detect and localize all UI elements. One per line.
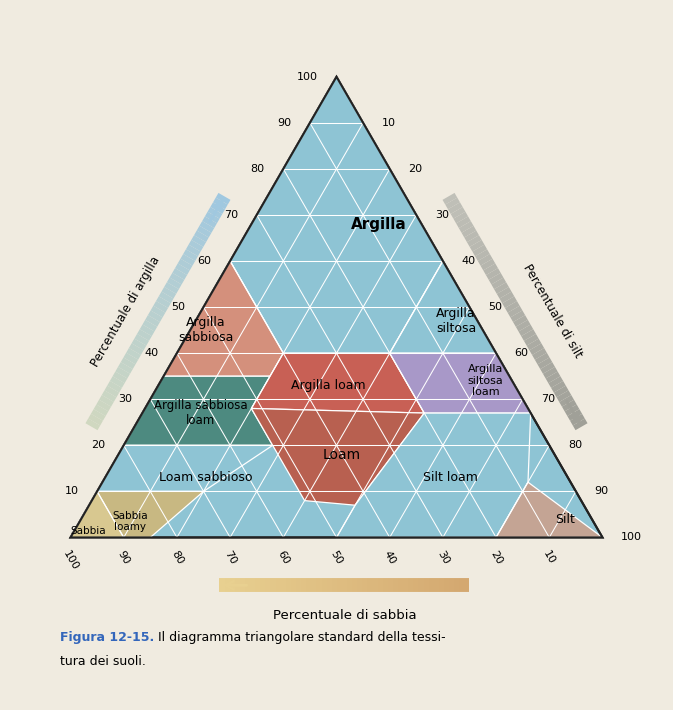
Polygon shape — [336, 413, 530, 537]
Text: Figura 12-15.: Figura 12-15. — [60, 631, 154, 644]
Text: 10: 10 — [542, 549, 557, 567]
Text: Loam sabbioso: Loam sabbioso — [160, 471, 253, 484]
Text: 50: 50 — [171, 302, 185, 312]
Text: Argilla
siltosa
loam: Argilla siltosa loam — [468, 364, 503, 398]
Text: Argilla sabbiosa
loam: Argilla sabbiosa loam — [154, 399, 248, 427]
Text: 100: 100 — [297, 72, 318, 82]
Text: Silt: Silt — [555, 513, 575, 525]
Text: Loam: Loam — [323, 447, 361, 462]
Text: 50: 50 — [488, 302, 502, 312]
Text: 40: 40 — [462, 256, 476, 266]
Text: 20: 20 — [488, 549, 504, 567]
Text: 10: 10 — [65, 486, 79, 496]
Polygon shape — [496, 482, 602, 537]
Text: 90: 90 — [116, 549, 132, 567]
Polygon shape — [71, 491, 203, 537]
Text: 60: 60 — [275, 549, 291, 567]
Polygon shape — [71, 77, 602, 537]
Text: 10: 10 — [382, 118, 396, 128]
Text: Argilla: Argilla — [351, 217, 407, 231]
Polygon shape — [124, 376, 273, 445]
Text: 40: 40 — [382, 549, 398, 567]
Text: Il diagramma triangolare standard della tessi-: Il diagramma triangolare standard della … — [158, 631, 446, 644]
Text: Sabbia: Sabbia — [70, 525, 106, 535]
Text: 90: 90 — [594, 486, 608, 496]
Polygon shape — [252, 353, 424, 413]
Text: Argilla
sabbiosa: Argilla sabbiosa — [178, 316, 234, 344]
Polygon shape — [230, 77, 443, 353]
Text: 90: 90 — [277, 118, 291, 128]
Text: 70: 70 — [541, 394, 555, 404]
Text: 80: 80 — [568, 440, 582, 450]
Text: Argilla loam: Argilla loam — [291, 379, 366, 392]
Text: 70: 70 — [224, 210, 238, 220]
Text: 100: 100 — [61, 549, 80, 572]
Text: 70: 70 — [222, 549, 238, 567]
Polygon shape — [390, 353, 530, 413]
Text: 60: 60 — [515, 348, 529, 358]
Text: Percentuale di silt: Percentuale di silt — [520, 263, 584, 361]
Text: 50: 50 — [328, 549, 345, 567]
Text: 20: 20 — [409, 164, 423, 174]
Text: tura dei suoli.: tura dei suoli. — [60, 655, 146, 668]
Text: Argilla
siltosa: Argilla siltosa — [436, 307, 476, 335]
Text: 100: 100 — [621, 532, 642, 542]
Polygon shape — [390, 261, 496, 353]
Text: 60: 60 — [197, 256, 211, 266]
Text: 80: 80 — [250, 164, 264, 174]
Polygon shape — [97, 445, 273, 491]
Text: Sabbia
loamy: Sabbia loamy — [112, 510, 148, 532]
Text: 80: 80 — [169, 549, 185, 567]
Text: 30: 30 — [435, 210, 449, 220]
Text: Percentuale di sabbia: Percentuale di sabbia — [273, 609, 417, 622]
Text: 30: 30 — [118, 394, 132, 404]
Text: 40: 40 — [144, 348, 158, 358]
Text: 20: 20 — [91, 440, 105, 450]
Polygon shape — [164, 261, 283, 376]
Polygon shape — [71, 491, 124, 537]
Text: Silt loam: Silt loam — [423, 471, 479, 484]
Text: 30: 30 — [435, 549, 451, 567]
Text: Percentuale di argilla: Percentuale di argilla — [89, 254, 163, 369]
Polygon shape — [252, 408, 424, 506]
